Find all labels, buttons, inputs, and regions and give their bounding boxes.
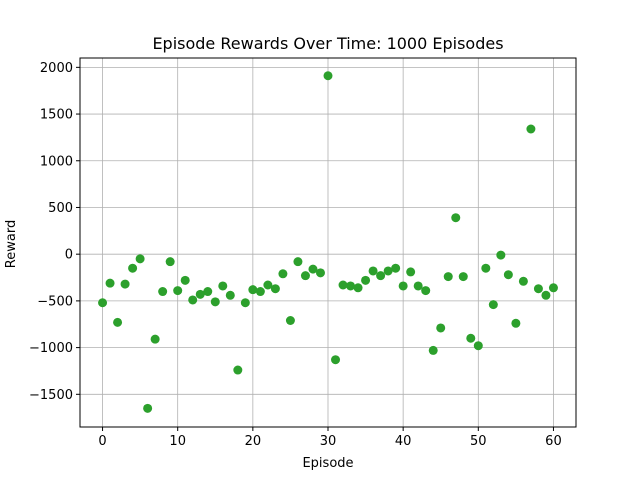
data-point — [225, 290, 235, 300]
data-point — [120, 279, 130, 289]
data-point — [413, 281, 423, 291]
data-point — [165, 257, 175, 267]
data-point — [113, 317, 123, 327]
data-point — [346, 281, 356, 291]
axis-ticks: 0 10 20 30 40 50 60 −1500 −1000 −500 0 500 1000 1500 2… — [29, 61, 562, 449]
data-point — [533, 284, 543, 294]
y-tick-label: 1500 — [40, 108, 73, 123]
data-point — [488, 300, 498, 310]
x-tick-label: 30 — [320, 434, 337, 449]
x-tick-label: 40 — [395, 434, 412, 449]
data-point — [98, 298, 108, 308]
data-point — [526, 124, 536, 134]
chart-title: Episode Rewards Over Time: 1000 Episodes — [152, 34, 503, 53]
data-point — [210, 297, 220, 307]
data-point — [195, 289, 205, 299]
y-tick-label: 2000 — [40, 61, 73, 76]
data-point — [263, 280, 273, 290]
x-tick-label: 20 — [245, 434, 262, 449]
data-point — [323, 71, 333, 81]
y-tick-label: −1000 — [29, 341, 73, 356]
data-point — [285, 316, 295, 326]
data-point — [443, 272, 453, 282]
y-axis-label: Reward — [4, 220, 19, 268]
data-point — [391, 263, 401, 273]
data-point — [240, 298, 250, 308]
data-point — [135, 254, 145, 264]
grid-lines — [80, 58, 576, 427]
data-point — [421, 286, 431, 296]
data-point — [503, 270, 513, 280]
data-point — [158, 287, 168, 297]
data-point — [406, 267, 416, 277]
data-point — [308, 264, 318, 274]
data-point — [481, 263, 491, 273]
data-point — [331, 355, 341, 365]
data-point — [428, 345, 438, 355]
data-point — [353, 283, 363, 293]
x-tick-label: 10 — [169, 434, 186, 449]
x-tick-label: 60 — [545, 434, 562, 449]
data-point — [180, 275, 190, 285]
data-point — [128, 263, 138, 273]
data-point — [496, 250, 506, 260]
data-point — [511, 318, 521, 328]
data-points — [98, 71, 558, 413]
data-point — [436, 323, 446, 333]
data-point — [150, 334, 160, 344]
data-point — [270, 284, 280, 294]
y-tick-label: −500 — [37, 294, 73, 309]
x-tick-label: 50 — [470, 434, 487, 449]
data-point — [451, 213, 461, 223]
data-point — [458, 272, 468, 282]
y-tick-label: −1500 — [29, 388, 73, 403]
data-point — [383, 266, 393, 276]
data-point — [233, 365, 243, 375]
data-point — [473, 341, 483, 351]
data-point — [293, 257, 303, 267]
x-axis-label: Episode — [302, 456, 353, 471]
data-point — [398, 281, 408, 291]
data-point — [518, 276, 528, 286]
y-tick-label: 1000 — [40, 154, 73, 169]
data-point — [173, 286, 183, 296]
y-tick-label: 500 — [48, 201, 73, 216]
data-point — [255, 287, 265, 297]
data-point — [248, 285, 258, 295]
data-point — [368, 266, 378, 276]
data-point — [466, 333, 476, 343]
data-point — [376, 271, 386, 281]
data-point — [105, 278, 115, 288]
x-tick-label: 0 — [98, 434, 106, 449]
data-point — [203, 287, 213, 297]
data-point — [361, 275, 371, 285]
data-point — [278, 269, 288, 279]
data-point — [315, 268, 325, 278]
data-point — [548, 283, 558, 293]
y-tick-label: 0 — [65, 248, 73, 263]
data-point — [218, 281, 228, 291]
data-point — [300, 271, 310, 281]
data-point — [338, 280, 348, 290]
data-point — [188, 295, 198, 305]
data-point — [541, 290, 551, 300]
data-point — [143, 403, 153, 413]
